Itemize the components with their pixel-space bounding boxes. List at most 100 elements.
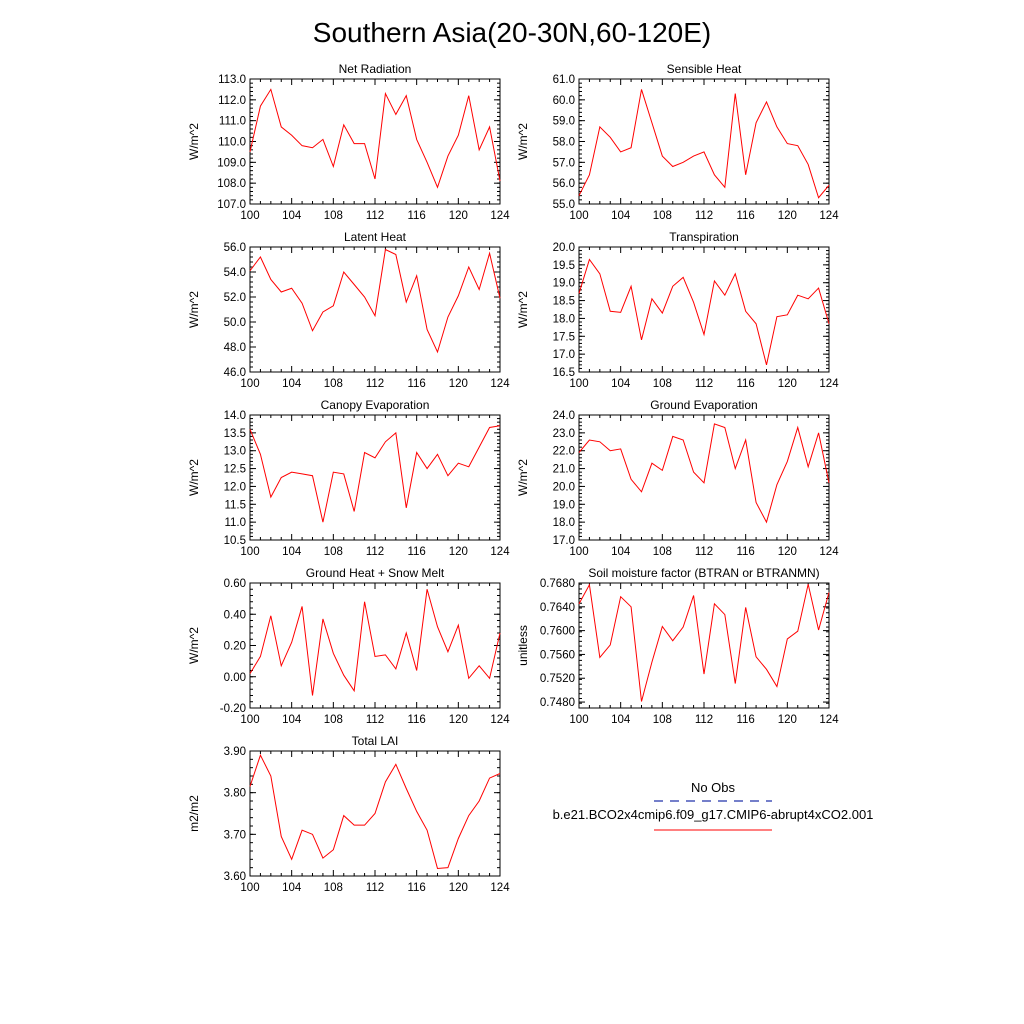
legend: No Obs b.e21.BCO2x4cmip6.f09_g17.CMIP6-a… — [553, 780, 874, 831]
y-tick-label: 17.0 — [553, 535, 575, 547]
series-line — [249, 425, 501, 523]
x-tick-label: 124 — [490, 378, 510, 390]
y-tick-label: 3.60 — [224, 871, 246, 883]
y-tick-label: 3.80 — [224, 788, 246, 800]
x-tick-label: 100 — [569, 378, 588, 390]
legend-model-label: b.e21.BCO2x4cmip6.f09_g17.CMIP6-abrupt4x… — [553, 807, 874, 822]
y-axis-label: W/m^2 — [187, 459, 201, 496]
x-tick-label: 104 — [282, 882, 302, 894]
y-tick-label: 108.0 — [217, 178, 246, 190]
panel-2: Sensible Heat W/m^2 100 104 108 112 116 120 124 5… — [516, 62, 839, 222]
plot-frame — [249, 78, 501, 205]
y-tick-label: 20.0 — [553, 481, 575, 493]
y-tick-label: 56.0 — [553, 178, 575, 190]
series-line — [578, 423, 830, 524]
x-tick-label: 112 — [366, 714, 384, 726]
x-tick-label: 112 — [366, 546, 384, 558]
x-tick-label: 112 — [366, 210, 384, 222]
panel-7: Ground Heat + Snow Melt W/m^2 100 104 108 112… — [187, 566, 510, 726]
y-tick-label: 24.0 — [553, 410, 575, 422]
x-tick-label: 100 — [240, 210, 259, 222]
x-tick-label: 120 — [778, 378, 797, 390]
y-tick-label: 3.90 — [224, 746, 246, 758]
y-tick-label: 107.0 — [217, 199, 246, 211]
y-tick-label: 20.0 — [553, 242, 575, 254]
panel-9: Total LAI m2/m2 100 104 108 112 116 120 124 3.60 3… — [187, 734, 510, 894]
panel-title: Net Radiation — [339, 62, 412, 76]
x-tick-label: 116 — [407, 546, 425, 558]
y-tick-label: 54.0 — [224, 267, 246, 279]
series-line — [249, 88, 501, 189]
y-tick-label: 3.70 — [224, 829, 246, 841]
panel-1: Net Radiation W/m^2 100 104 108 112 116 120 124 1… — [187, 62, 510, 222]
y-tick-label: 23.0 — [553, 428, 575, 440]
y-axis-label: W/m^2 — [187, 123, 201, 160]
plot-frame — [578, 414, 830, 541]
y-tick-label: 50.0 — [224, 317, 246, 329]
panel-6: Ground Evaporation W/m^2 100 104 108 112 116 12… — [516, 398, 839, 558]
x-tick-label: 120 — [449, 210, 468, 222]
panel-3: Latent Heat W/m^2 100 104 108 112 116 120 124 46.… — [187, 230, 510, 390]
y-tick-label: 59.0 — [553, 116, 575, 128]
x-tick-label: 104 — [611, 378, 631, 390]
y-tick-label: 19.0 — [553, 278, 575, 290]
x-tick-label: 108 — [324, 714, 343, 726]
x-tick-label: 100 — [240, 378, 259, 390]
panel-title: Canopy Evaporation — [321, 398, 430, 412]
y-axis-label: W/m^2 — [187, 627, 201, 664]
x-tick-label: 112 — [366, 378, 384, 390]
y-tick-label: 52.0 — [224, 292, 246, 304]
panel-title: Transpiration — [669, 230, 739, 244]
y-tick-label: 18.0 — [553, 313, 575, 325]
panel-title: Latent Heat — [344, 230, 407, 244]
figure-title: Southern Asia(20-30N,60-120E) — [313, 17, 711, 48]
x-tick-label: 112 — [366, 882, 384, 894]
x-tick-label: 116 — [407, 714, 425, 726]
y-tick-label: 0.7680 — [540, 578, 575, 590]
y-tick-label: 18.0 — [553, 517, 575, 529]
y-tick-label: 0.40 — [224, 609, 246, 621]
series-line — [249, 753, 501, 870]
y-tick-label: 11.0 — [224, 517, 246, 529]
panel-title: Ground Heat + Snow Melt — [306, 566, 445, 580]
x-tick-label: 108 — [324, 546, 343, 558]
plot-frame — [249, 246, 501, 373]
series-line — [578, 89, 830, 199]
x-tick-label: 124 — [490, 210, 510, 222]
y-tick-label: 0.60 — [224, 578, 246, 590]
x-tick-label: 124 — [819, 546, 839, 558]
x-tick-label: 116 — [736, 378, 754, 390]
y-axis-label: W/m^2 — [516, 459, 530, 496]
y-tick-label: 61.0 — [553, 74, 575, 86]
y-axis-label: unitless — [516, 625, 530, 666]
x-tick-label: 108 — [653, 714, 672, 726]
y-tick-label: 11.5 — [224, 499, 246, 511]
y-tick-label: 21.0 — [553, 464, 575, 476]
panel-8: Soil moisture factor (BTRAN or BTRANMN) u… — [516, 566, 839, 726]
legend-obs-label: No Obs — [691, 780, 736, 795]
x-tick-label: 108 — [653, 378, 672, 390]
y-tick-label: 109.0 — [217, 157, 246, 169]
x-tick-label: 124 — [819, 378, 839, 390]
series-line — [578, 583, 830, 702]
y-tick-label: 14.0 — [224, 410, 246, 422]
series-line — [249, 248, 501, 354]
panel-4: Transpiration W/m^2 100 104 108 112 116 120 124 1… — [516, 230, 839, 390]
x-tick-label: 124 — [490, 546, 510, 558]
y-tick-label: 0.7600 — [540, 626, 575, 638]
series-line — [249, 589, 501, 696]
plot-frame — [578, 582, 830, 709]
x-tick-label: 100 — [240, 546, 259, 558]
y-tick-label: 13.0 — [224, 446, 246, 458]
x-tick-label: 124 — [490, 714, 510, 726]
y-tick-label: 113.0 — [218, 74, 246, 86]
x-tick-label: 124 — [819, 714, 839, 726]
plot-frame — [578, 246, 830, 373]
x-tick-label: 104 — [282, 378, 302, 390]
y-tick-label: 12.5 — [224, 464, 246, 476]
x-tick-label: 108 — [653, 210, 672, 222]
y-tick-label: 19.0 — [553, 499, 575, 511]
y-axis-label: W/m^2 — [516, 123, 530, 160]
y-axis-label: m2/m2 — [187, 795, 201, 832]
x-tick-label: 108 — [324, 882, 343, 894]
